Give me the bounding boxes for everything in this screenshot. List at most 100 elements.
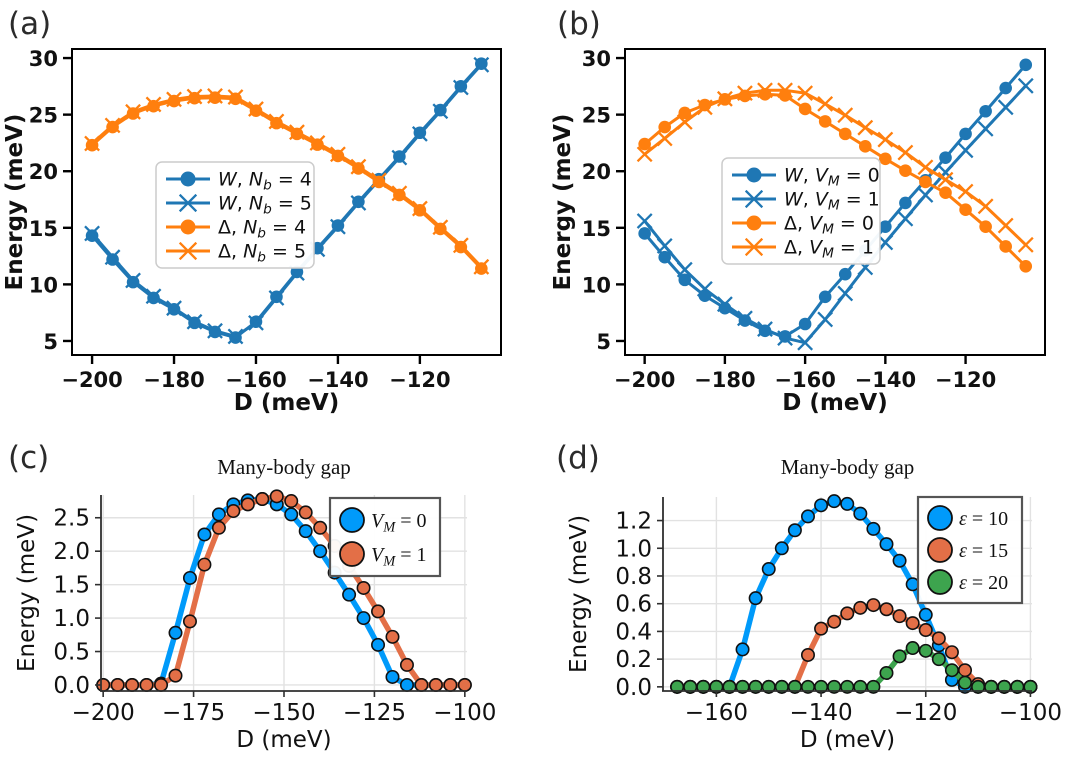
x-axis: −200 −180 −160 −140 −120 <box>61 355 451 392</box>
data-point-marker <box>853 506 868 521</box>
svg-text:Δ, Nb = 4: Δ, Nb = 4 <box>218 217 306 242</box>
data-point-marker <box>268 113 285 130</box>
data-point-marker <box>879 602 894 617</box>
x-tick-label: −140 <box>789 700 852 726</box>
chart-title: Many-body gap <box>217 455 351 479</box>
data-point-marker <box>746 215 762 231</box>
panel-label-a: (a) <box>8 6 52 42</box>
data-point-marker <box>432 103 449 120</box>
data-point-marker <box>656 237 673 254</box>
data-point-marker <box>268 290 285 306</box>
axes-spines <box>624 48 1046 356</box>
data-point-marker <box>814 498 829 513</box>
y-tick-label: 15 <box>29 217 58 241</box>
data-point-marker <box>284 494 299 509</box>
data-point-marker <box>178 241 198 261</box>
data-point-marker <box>269 489 284 504</box>
data-point-marker <box>837 285 854 302</box>
data-point-marker <box>399 677 414 692</box>
panel-b: (b) −200 −180 −160 −140 −120 5 10 15 20 25 30 D (me… <box>540 0 1080 420</box>
data-point-marker <box>716 296 733 313</box>
data-point-marker <box>744 237 764 257</box>
data-point-marker <box>777 82 793 99</box>
data-point-marker <box>696 99 713 116</box>
data-point-marker <box>139 677 154 692</box>
y-tick-label: 1.5 <box>53 573 90 599</box>
data-point-marker <box>84 135 100 152</box>
y-axis: 0.00.20.40.60.81.01.2 <box>615 509 663 701</box>
legend-item: ε = 20 <box>927 569 1008 595</box>
y-axis-label: Energy (meV) <box>14 514 40 672</box>
data-point-marker <box>997 217 1014 234</box>
data-point-marker <box>180 219 196 235</box>
y-tick-label: 2.5 <box>53 506 90 532</box>
panel-a: (a) −200 −180 −160 −140 −120 5 10 15 20 25 30 D (me… <box>0 0 540 420</box>
data-point-marker <box>798 102 812 116</box>
chart-c: −200 −175 −150 −125 −100 0.0 0.5 1.0 1.5 2.0 2.5 D … <box>14 455 496 753</box>
panel-c: (c) −200 −175 −150 −125 −100 0.0 0.5 1.0 1.5 2.0 2… <box>0 420 540 760</box>
svg-text:ε = 10: ε = 10 <box>959 508 1008 530</box>
svg-text:W, VM = 1: W, VM = 1 <box>784 189 880 214</box>
data-point-marker <box>207 322 223 339</box>
y-tick-label: 5 <box>43 330 58 354</box>
data-point-marker <box>866 521 881 536</box>
data-point-marker <box>125 272 141 289</box>
data-point-marker <box>879 152 892 166</box>
data-point-marker <box>457 677 472 692</box>
y-tick-label: 5 <box>596 330 611 354</box>
chart-d: −160 −140 −120 −100 0.00.20.40.60.81.01.2 D (… <box>566 455 1062 753</box>
data-point-marker <box>248 101 264 117</box>
data-point-marker <box>774 541 789 556</box>
data-point-marker <box>827 614 842 629</box>
y-axis-label: Energy (meV) <box>2 114 28 291</box>
legend-item: VM = 0 <box>339 507 427 535</box>
data-point-marker <box>313 520 328 535</box>
data-point-marker <box>370 172 387 189</box>
data-point-marker <box>840 496 855 511</box>
data-point-marker <box>817 311 834 328</box>
x-axis-label: D (meV) <box>236 727 331 753</box>
x-tick-label: −160 <box>774 368 835 392</box>
data-point-marker <box>777 330 793 347</box>
data-point-marker <box>917 159 934 176</box>
data-point-marker <box>356 580 371 595</box>
data-point-marker <box>443 677 458 692</box>
x-tick-label: −160 <box>225 368 286 392</box>
data-point-marker <box>473 258 490 275</box>
data-point-marker <box>866 679 881 694</box>
legend: ε = 10 ε = 15 ε = 20 <box>916 495 1024 605</box>
y-tick-label: 25 <box>582 104 611 128</box>
data-point-marker <box>678 273 692 287</box>
legend-item: Δ, VM = 0 <box>732 213 874 238</box>
x-tick-label: −140 <box>307 368 368 392</box>
data-point-marker <box>918 607 933 622</box>
y-tick-label: 10 <box>29 273 58 297</box>
x-tick-label: −120 <box>894 700 957 726</box>
y-tick-label: 0.4 <box>615 619 652 645</box>
axes-spines <box>71 48 502 356</box>
data-point-marker <box>939 186 952 200</box>
data-point-marker <box>997 99 1014 116</box>
data-point-marker <box>957 142 974 159</box>
x-axis: −200 −180 −160 −140 −120 <box>614 355 996 392</box>
data-point-marker <box>696 280 713 297</box>
data-point-marker <box>168 625 183 640</box>
x-tick-label: −200 <box>614 368 675 392</box>
series-d-1 <box>670 598 1038 694</box>
data-point-marker <box>905 616 920 631</box>
data-point-marker <box>309 135 326 151</box>
x-axis: −160 −140 −120 −100 <box>685 691 1062 726</box>
x-tick-label: −120 <box>389 368 450 392</box>
data-point-marker <box>931 631 946 646</box>
data-point-marker <box>211 507 226 522</box>
data-point-marker <box>737 85 753 102</box>
svg-text:W, VM = 0: W, VM = 0 <box>784 165 880 190</box>
data-point-marker <box>452 79 469 96</box>
data-point-marker <box>879 665 894 680</box>
data-point-marker <box>744 189 764 209</box>
data-point-marker <box>757 82 773 99</box>
legend-item: W, Nb = 5 <box>166 193 312 218</box>
y-tick-label: 0.8 <box>615 564 652 590</box>
data-point-marker <box>838 127 852 141</box>
data-point-marker <box>313 544 328 559</box>
